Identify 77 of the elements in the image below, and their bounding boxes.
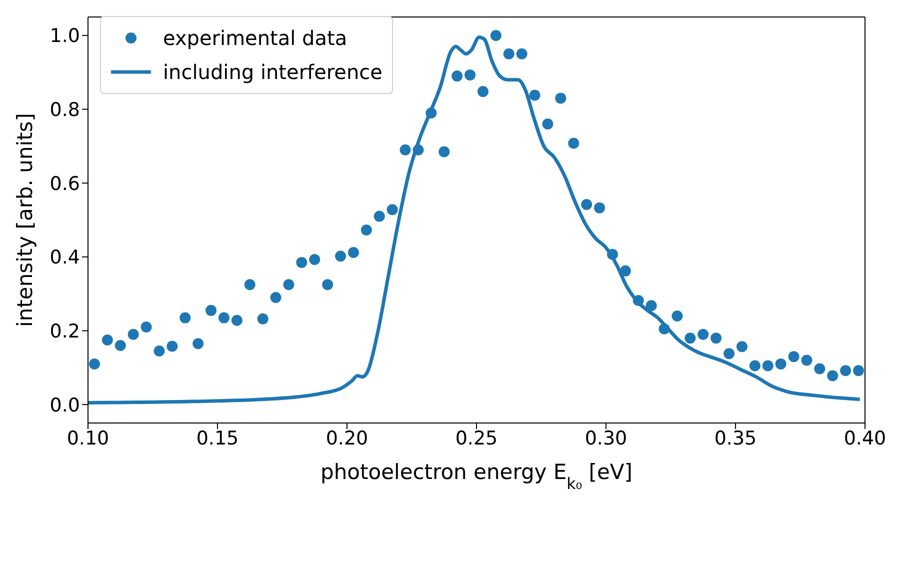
point — [581, 199, 592, 210]
point — [309, 254, 320, 265]
point — [724, 348, 735, 360]
point — [335, 250, 346, 262]
point — [348, 246, 359, 258]
point — [762, 360, 774, 372]
point — [658, 323, 670, 334]
point — [296, 256, 308, 268]
point — [128, 328, 139, 340]
point — [88, 358, 100, 370]
y-tick-label: 0.6 — [50, 172, 80, 195]
point — [736, 341, 748, 352]
point — [827, 370, 838, 382]
y-tick-label: 0.4 — [50, 246, 80, 269]
point — [542, 118, 554, 130]
point — [374, 210, 385, 222]
x-tick-label: 0.10 — [66, 427, 110, 450]
point — [322, 279, 334, 290]
y-tick-label: 0.0 — [50, 394, 80, 416]
point — [749, 360, 760, 372]
point — [206, 304, 217, 316]
point — [646, 300, 657, 312]
point — [438, 146, 450, 158]
point — [853, 365, 864, 376]
point — [270, 292, 282, 304]
x-tick-label: 0.20 — [326, 427, 368, 450]
point — [452, 70, 463, 82]
point — [257, 313, 268, 324]
point — [231, 314, 242, 326]
point — [710, 332, 722, 344]
point — [114, 340, 126, 351]
point — [529, 90, 540, 101]
point — [412, 144, 424, 156]
x-tick-label: 0.15 — [196, 427, 239, 450]
point — [180, 312, 191, 324]
point — [477, 86, 488, 98]
point — [400, 144, 411, 156]
point — [698, 328, 709, 340]
point — [464, 69, 476, 80]
point — [775, 358, 786, 370]
point — [503, 48, 514, 60]
point — [140, 322, 152, 333]
point — [672, 310, 683, 322]
point — [426, 107, 437, 118]
point — [516, 48, 528, 60]
x-tick-label: 0.30 — [584, 427, 628, 450]
point — [386, 204, 398, 216]
y-axis-title: intensity [arb. units] — [13, 113, 37, 327]
point — [568, 138, 580, 149]
point — [192, 338, 204, 350]
legend-label: experimental data — [163, 26, 348, 50]
point — [620, 265, 631, 276]
point — [218, 312, 230, 324]
x-tick-label: 0.35 — [714, 427, 757, 450]
point — [801, 354, 812, 366]
legend-label: including interference — [163, 60, 382, 84]
point — [788, 351, 800, 362]
y-tick-label: 1.0 — [50, 25, 80, 48]
point — [606, 248, 618, 260]
point — [594, 202, 606, 214]
x-axis-title: photoelectron energy E$_{k₀}$ [eV] — [320, 460, 632, 492]
point — [360, 224, 372, 236]
y-tick-label: 0.2 — [50, 320, 80, 342]
point — [166, 340, 178, 352]
point — [102, 334, 113, 346]
x-tick-label: 0.40 — [844, 427, 886, 450]
point — [490, 30, 502, 41]
x-tick-label: 0.25 — [455, 427, 498, 450]
point — [814, 363, 826, 374]
y-tick-label: 0.8 — [50, 99, 80, 122]
point — [283, 279, 294, 290]
point — [244, 279, 256, 290]
point — [632, 294, 644, 306]
point — [840, 365, 852, 376]
point — [684, 332, 696, 344]
point — [154, 346, 165, 357]
point — [555, 92, 566, 104]
